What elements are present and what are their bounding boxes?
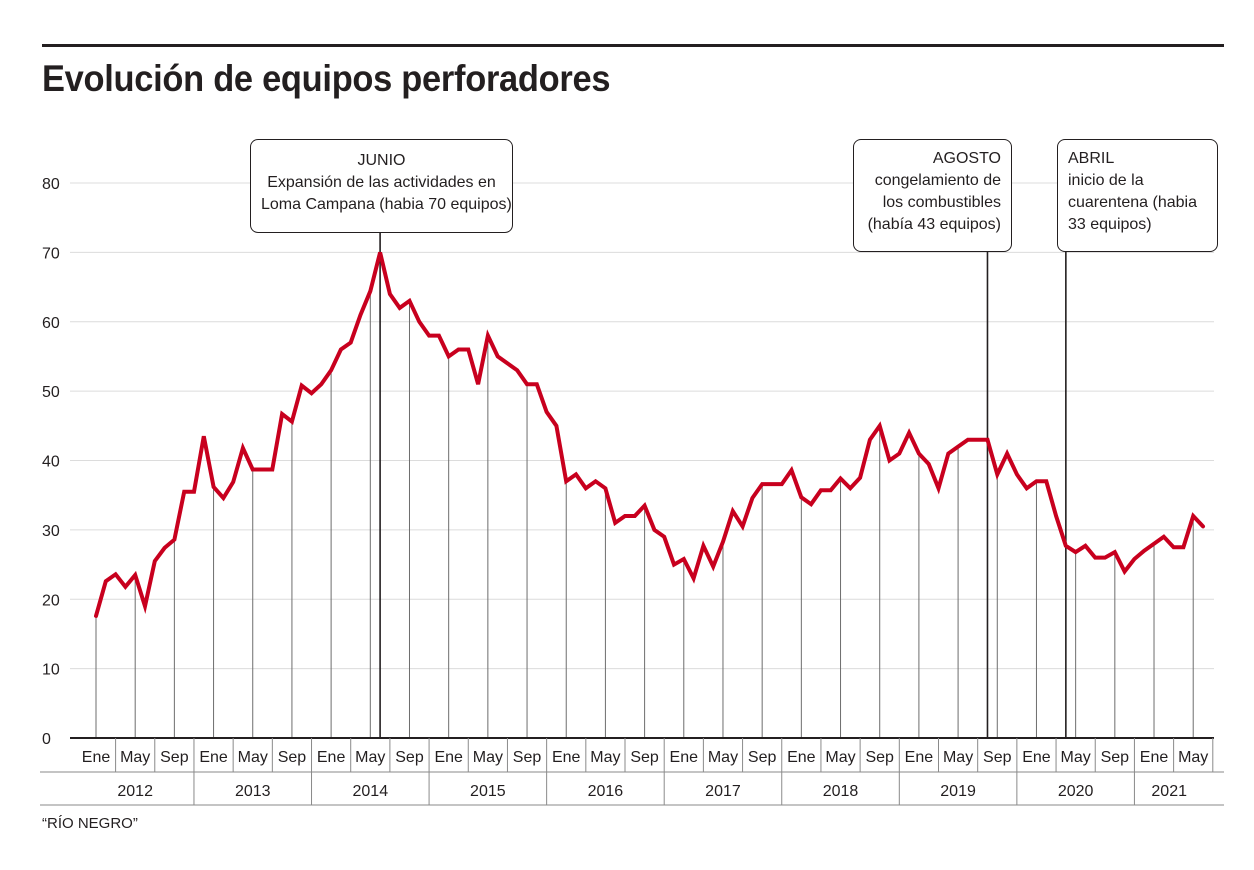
x-year-label: 2014 [353, 783, 389, 800]
y-tick-label: 80 [42, 176, 60, 193]
x-month-tick-label: Ene [199, 749, 228, 766]
x-month-tick-label: Ene [1022, 749, 1051, 766]
x-month-tick-label: May [120, 749, 150, 766]
y-tick-label: 40 [42, 454, 60, 471]
x-month-tick-label: May [825, 749, 855, 766]
y-tick-label: 10 [42, 662, 60, 679]
x-month-tick-label: May [708, 749, 738, 766]
source-credit: “RÍO NEGRO” [42, 815, 138, 832]
y-tick-label: 70 [42, 245, 60, 262]
grid-layer [70, 182, 1214, 670]
x-month-tick-label: Sep [748, 749, 777, 766]
x-month-tick-label: Ene [317, 749, 346, 766]
y-tick-label: 60 [42, 315, 60, 332]
annotation-agosto-2019: AGOSTO congelamiento de los combustibles (h… [853, 139, 1012, 252]
x-month-tick-label: May [473, 749, 503, 766]
annotation-text-line: Loma Campana (habia 70 equipos) [261, 196, 512, 213]
x-year-label: 2017 [705, 783, 741, 800]
annotation-abril-2020: ABRIL inicio de la cuarentena (habia 33 equ… [1057, 139, 1218, 252]
x-month-tick-label: Ene [434, 749, 463, 766]
x-year-label: 2019 [940, 783, 976, 800]
x-month-tick-label: Sep [278, 749, 307, 766]
x-month-tick-label: Sep [160, 749, 189, 766]
x-month-tick-label: May [238, 749, 268, 766]
axis-layer: 0 10 20 30 40 50 60 70 80 Ene May Sep Ene May Sep Ene Ma… [40, 176, 1224, 806]
annotation-text-line: congelamiento de [874, 172, 1001, 189]
annotation-text-line: Expansión de las actividades en [267, 174, 496, 191]
x-year-label: 2012 [117, 783, 153, 800]
x-year-label: 2021 [1151, 783, 1187, 800]
x-month-tick-label: Ene [905, 749, 934, 766]
x-month-tick-label: Ene [787, 749, 816, 766]
y-tick-label: 30 [42, 523, 60, 540]
x-month-tick-label: Ene [552, 749, 581, 766]
annotation-text-line: los combustibles [882, 194, 1001, 211]
x-year-label: 2016 [588, 783, 624, 800]
x-month-tick-label: Ene [1140, 749, 1169, 766]
x-month-tick-label: Sep [1101, 749, 1130, 766]
x-month-tick-label: May [943, 749, 973, 766]
x-year-label: 2013 [235, 783, 271, 800]
x-month-tick-label: Ene [82, 749, 111, 766]
x-year-label: 2018 [823, 783, 859, 800]
x-month-tick-label: Sep [513, 749, 542, 766]
x-month-tick-label: Sep [395, 749, 424, 766]
y-tick-label: 20 [42, 592, 60, 609]
x-month-tick-label: Sep [865, 749, 894, 766]
x-month-tick-label: Ene [670, 749, 699, 766]
y-tick-label: 50 [42, 384, 60, 401]
annotation-heading: AGOSTO [932, 150, 1001, 167]
annotation-text-line: (había 43 equipos) [867, 216, 1001, 233]
drop-lines-layer [95, 291, 1194, 738]
annotation-heading: ABRIL [1068, 150, 1115, 167]
x-month-tick-label: Sep [983, 749, 1012, 766]
x-month-tick-label: May [1061, 749, 1091, 766]
x-month-tick-label: May [1178, 749, 1208, 766]
x-year-label: 2015 [470, 783, 506, 800]
x-month-tick-label: Sep [630, 749, 659, 766]
annotation-text-line: inicio de la [1068, 172, 1144, 189]
top-rule [42, 44, 1224, 47]
y-tick-label: 0 [42, 731, 51, 748]
annotation-text-line: cuarentena (habia [1068, 194, 1197, 211]
chart-title: Evolución de equipos perforadores [42, 58, 611, 99]
series-layer [94, 251, 1205, 618]
x-month-tick-label: May [355, 749, 385, 766]
annotation-lines-layer [379, 232, 1067, 738]
x-year-label: 2020 [1058, 783, 1094, 800]
annotation-heading: JUNIO [357, 152, 406, 169]
series-line-equipos [94, 251, 1205, 618]
annotation-junio-2014: JUNIO Expansión de las actividades en Loma… [250, 139, 513, 233]
x-month-tick-label: May [590, 749, 620, 766]
annotation-text-line: 33 equipos) [1068, 216, 1152, 233]
